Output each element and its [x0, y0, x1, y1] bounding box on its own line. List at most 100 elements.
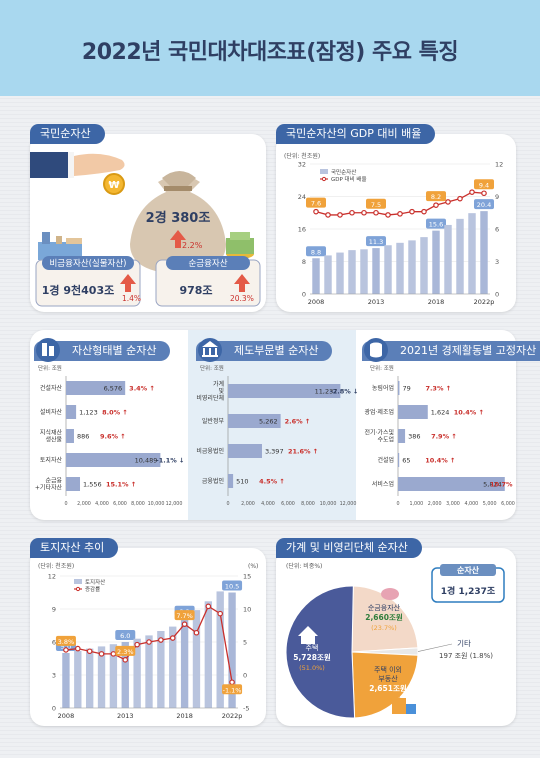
bar-charts: 단위: 조원0 2,000 4,000 6,000 8,000 10,000 12,000건…: [35, 364, 516, 507]
x-tick-label: 8,000: [131, 501, 145, 507]
line-point: [457, 195, 463, 202]
net-wealth-illustration: ₩ 2경 380조 2.2% 비금융자산(실물자산) 1경 9천403조 1.4…: [0, 152, 261, 307]
category-label: 지식재산: [40, 429, 63, 437]
y-tick-label: 24: [298, 193, 306, 201]
value-label: 386: [408, 433, 420, 441]
bar: [192, 610, 201, 708]
nonfin-value: 1경 9천403조: [42, 283, 114, 297]
growth-label: 7.3% ↑: [425, 385, 451, 393]
line-label: 7.5: [371, 201, 381, 209]
land-chart: (단위: 천조원) (%) 036912-50510155.06.08.210.…: [38, 562, 258, 720]
bar: [336, 252, 344, 294]
line-label-box: [222, 684, 243, 695]
line-point: [397, 211, 403, 217]
bar: [228, 414, 281, 428]
y2-tick-label: 15: [243, 573, 251, 581]
x-tick-label: 0: [64, 501, 67, 507]
bar-unit: 단위: 조원: [38, 364, 62, 372]
category-label: 토지자산: [40, 456, 63, 464]
category-label: 광업·제조업: [364, 408, 394, 416]
y2-tick-label: 6: [495, 226, 499, 234]
growth-label: 15.1% ↑: [106, 481, 136, 489]
growth-label: 2.6% ↑: [285, 418, 311, 426]
line-point: [481, 190, 487, 197]
category-label: 비영리단체: [196, 394, 224, 402]
household-total-label: 순자산: [457, 565, 480, 575]
legend-line-swatch: [321, 176, 327, 182]
y2-tick-label: -5: [243, 705, 249, 713]
line-point: [421, 208, 427, 215]
line-point: [469, 189, 475, 195]
total-growth: 2.2%: [182, 241, 203, 250]
gdp-ratio-unit: (단위: 천조원): [284, 152, 320, 160]
line-point: [409, 208, 415, 215]
line-label: -1.1%: [223, 686, 242, 694]
line-label: 7.6: [311, 200, 321, 208]
callout-line: [417, 643, 453, 652]
bar: [145, 635, 153, 708]
x-tick-label: 2013: [368, 298, 385, 306]
household-pie-chart: (단위: 비중%) 순자산 1경 1,237조 주택5,728조원 (51.0%)…: [285, 562, 505, 719]
x-tick-label: 0: [226, 501, 229, 507]
x-tick-label: 2022p: [474, 298, 495, 306]
line-point: [385, 212, 391, 218]
bar: [228, 474, 234, 488]
line-point: [313, 208, 319, 215]
category-label: 일반정부: [202, 417, 225, 425]
bar: [228, 592, 236, 708]
x-tick-label: 3,000: [446, 501, 460, 507]
line-label: 9.4: [479, 181, 489, 189]
y-tick-label: 12: [48, 573, 56, 581]
bar: [372, 248, 380, 294]
land-unit: (단위: 천조원): [38, 562, 74, 570]
up-arrow-icon: [170, 230, 186, 248]
panel-bars: 단위: 조원 0 2,000 4,000 6,000 8,000 10,000 12,000 건…: [30, 330, 516, 520]
value-label: 1,556: [83, 481, 102, 489]
netfin-up-arrow-icon: [234, 274, 250, 292]
value-label: 3,397: [265, 448, 284, 456]
line-point: [134, 641, 140, 648]
tab-icons: [36, 338, 388, 362]
line-point: [229, 679, 235, 686]
x-tick-label: 2013: [117, 712, 134, 720]
bar-label: 6.0: [120, 632, 130, 640]
slice-pct: (51.0%): [299, 664, 325, 672]
nonfin-label: 비금융자산(실물자산): [49, 258, 126, 269]
bar: [420, 237, 428, 294]
slice-pct: (23.7%): [371, 624, 397, 632]
value-label: 10,489: [135, 457, 158, 465]
tab-fixed-assets: 2021년 경제활동별 고정자산: [362, 341, 540, 361]
bar: [169, 626, 177, 708]
line-point: [445, 199, 451, 205]
page-title: 2022년 국민대차대조표(잠정) 주요 특징: [81, 40, 459, 65]
category-label: 생산물: [45, 436, 62, 444]
bar: [398, 453, 400, 467]
bar: [204, 601, 213, 708]
y-tick-label: 16: [298, 226, 306, 234]
bar: [480, 211, 488, 294]
line-point: [349, 209, 355, 216]
tab-asset-type: 자산형태별 순자산: [34, 341, 171, 361]
pie-slice: [351, 585, 419, 653]
bar: [398, 381, 400, 395]
slice-name: 주택 이외: [374, 665, 402, 674]
value-label: 6,576: [104, 385, 123, 393]
bar: [133, 638, 141, 708]
y-tick-label: 9: [52, 606, 56, 614]
growth-label: 7.9% ↑: [431, 433, 457, 441]
bar: [216, 591, 224, 708]
y2-tick-label: 0: [243, 672, 247, 680]
legend-bar-label: 국민순자산: [331, 168, 356, 176]
legend-line-label: GDP 대비 배율: [331, 175, 367, 183]
growth-label: -2.8% ↓: [330, 388, 358, 396]
x-tick-label: 2018: [428, 298, 445, 306]
category-label: 농림어업: [372, 384, 394, 392]
line-label-box: [55, 635, 76, 646]
value-label: 5,262: [259, 418, 278, 426]
bar-label: 5.0: [61, 643, 71, 651]
line-point: [433, 202, 439, 208]
bar: [324, 255, 332, 294]
bar: [74, 650, 82, 708]
household-unit: (단위: 비중%): [286, 562, 322, 570]
x-tick-label: 12,000: [340, 501, 357, 507]
